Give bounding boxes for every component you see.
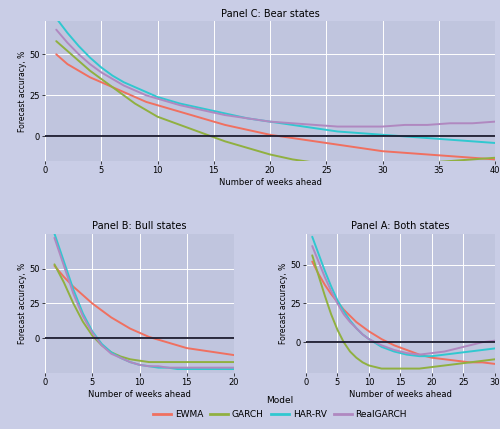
Y-axis label: Forecast accuracy, %: Forecast accuracy, %: [18, 263, 27, 344]
X-axis label: Number of weeks ahead: Number of weeks ahead: [88, 390, 191, 399]
Title: Panel C: Bear states: Panel C: Bear states: [220, 9, 320, 19]
Y-axis label: Forecast accuracy, %: Forecast accuracy, %: [18, 51, 27, 132]
Legend: EWMA, GARCH, HAR-RV, RealGARCH: EWMA, GARCH, HAR-RV, RealGARCH: [150, 393, 410, 422]
Title: Panel A: Both states: Panel A: Both states: [351, 221, 450, 232]
Title: Panel B: Bull states: Panel B: Bull states: [92, 221, 187, 232]
Y-axis label: Forecast accuracy, %: Forecast accuracy, %: [279, 263, 288, 344]
X-axis label: Number of weeks ahead: Number of weeks ahead: [218, 178, 322, 187]
X-axis label: Number of weeks ahead: Number of weeks ahead: [349, 390, 452, 399]
